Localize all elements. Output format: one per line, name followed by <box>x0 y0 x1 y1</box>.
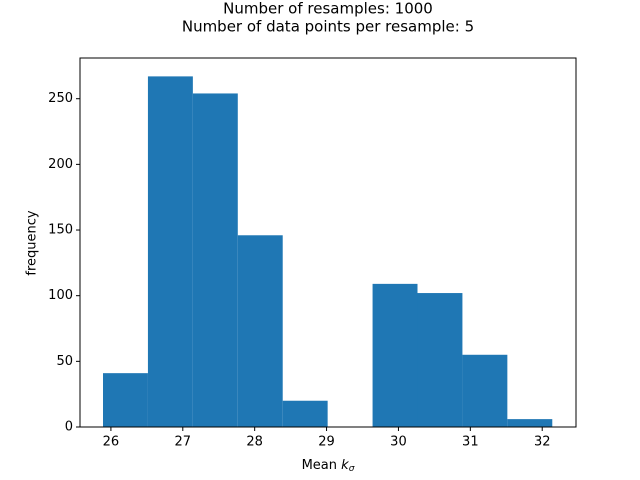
bar <box>192 93 238 428</box>
y-tick-label: 0 <box>65 420 73 435</box>
x-tick-label: 29 <box>318 435 335 450</box>
x-label-sub: σ <box>349 464 355 474</box>
bar <box>372 283 418 427</box>
axes-frame <box>79 57 577 428</box>
y-tick-label: 200 <box>48 157 73 172</box>
y-tick-label: 100 <box>48 288 73 303</box>
x-tick-label: 32 <box>534 435 551 450</box>
y-tick-label: 50 <box>56 354 73 369</box>
x-tick-label: 26 <box>103 435 120 450</box>
x-axis-label: Mean kσ <box>302 458 355 474</box>
bar <box>147 76 193 427</box>
y-axis-label: frequency <box>25 210 40 276</box>
bar <box>237 235 283 427</box>
bar <box>103 373 148 427</box>
y-tick-label: 150 <box>48 223 73 238</box>
x-tick-label: 28 <box>246 435 263 450</box>
chart-title: Number of data points per resample: 5 <box>182 18 474 36</box>
bar <box>507 419 553 427</box>
x-label-var: k <box>341 458 349 473</box>
x-tick-label: 27 <box>175 435 192 450</box>
bar <box>417 293 463 427</box>
x-label-text: Mean <box>302 458 337 473</box>
x-tick-label: 30 <box>390 435 407 450</box>
bar <box>282 400 328 427</box>
y-tick-label: 250 <box>48 91 73 106</box>
x-tick-label: 31 <box>462 435 479 450</box>
chart-title: Number of resamples: 1000 <box>223 0 433 18</box>
bar <box>462 354 508 427</box>
